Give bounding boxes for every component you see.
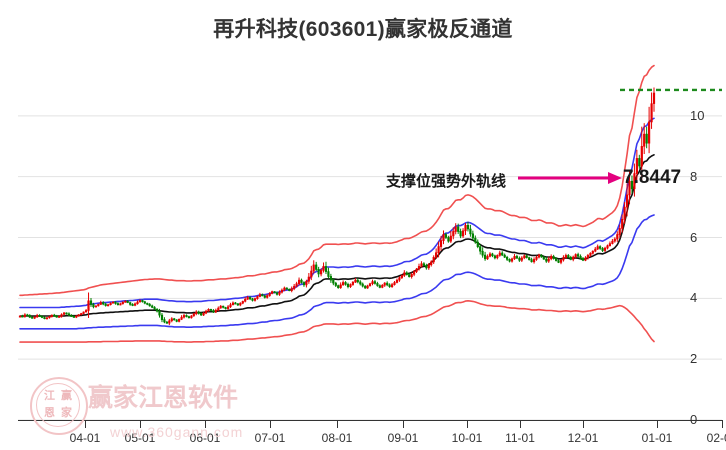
y-tick-label: 10 (690, 107, 705, 123)
x-tick (140, 420, 141, 428)
annotation-arrowhead (608, 172, 622, 184)
y-tick-label: 6 (690, 229, 698, 245)
x-tick (205, 420, 206, 428)
x-tick (403, 420, 404, 428)
candlestick-series (18, 87, 656, 326)
y-axis: 10 8 6 4 2 0 (690, 55, 726, 427)
x-tick-label: 06-01 (189, 431, 221, 445)
x-tick (85, 420, 86, 428)
x-tick-label: 02-01 (706, 431, 726, 445)
x-tick-label: 11-01 (505, 431, 535, 445)
channel-line (19, 214, 655, 330)
y-tick-label: 8 (690, 168, 698, 184)
x-tick-label: 12-01 (567, 431, 599, 445)
x-tick-label: 08-01 (321, 431, 353, 445)
channel-line (19, 64, 655, 297)
y-tick-label: 2 (690, 351, 698, 367)
x-tick (337, 420, 338, 428)
annotation-label: 支撑位强势外轨线 (386, 173, 507, 190)
y-tick-label: 4 (690, 290, 698, 306)
x-tick-label: 07-01 (254, 431, 286, 445)
chart-canvas (18, 64, 722, 420)
x-tick (722, 420, 723, 428)
x-tick (467, 420, 468, 428)
x-tick (270, 420, 271, 428)
x-tick-label: 05-01 (124, 431, 156, 445)
page-title: 再升科技(603601)赢家极反通道 (213, 18, 513, 41)
x-tick-label: 10-01 (451, 431, 483, 445)
x-tick (583, 420, 584, 428)
x-tick (520, 420, 521, 428)
x-tick (657, 420, 658, 428)
annotation-value: 7.8447 (623, 167, 682, 188)
x-tick-label: 09-01 (387, 431, 419, 445)
plot-area (18, 55, 722, 420)
channel-line (19, 300, 655, 343)
y-tick-label: 0 (690, 412, 698, 427)
x-tick-label: 01-01 (641, 431, 673, 445)
x-axis-line (18, 420, 722, 421)
